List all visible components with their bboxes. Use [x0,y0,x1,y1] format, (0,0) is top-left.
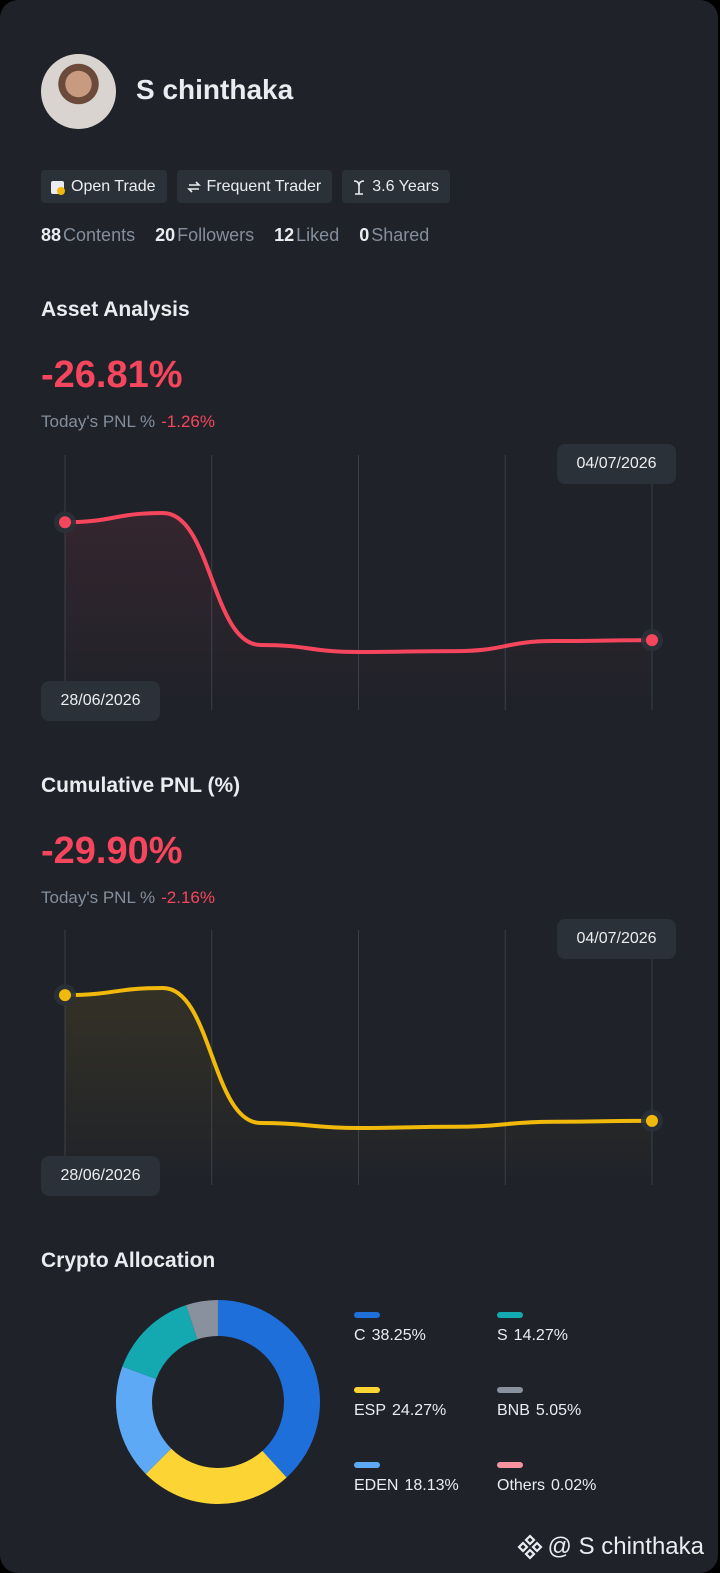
legend-value: 24.27% [392,1402,447,1419]
legend-item: S 14.27% [497,1327,568,1345]
label: Today's PNL % [41,888,156,907]
logo [516,1534,543,1560]
stat-label: Contents [63,225,136,245]
legend-name: S [497,1327,508,1344]
legend-name: C [354,1327,366,1344]
legend-item: EDEN 18.13% [354,1477,459,1495]
avatar[interactable] [41,54,116,129]
donut-slice [122,1305,198,1380]
point [59,989,71,1002]
donut-slice [145,1448,287,1504]
value: -2.16% [161,888,215,907]
legend-value: 5.05% [535,1402,582,1419]
legend-swatch [354,1387,380,1393]
icon [51,180,65,195]
stats-row: 88 Contents 20 Followers 12 Liked 0 Shared [41,225,429,246]
stat-value: 88 [41,225,62,245]
legend-swatch [354,1312,380,1318]
todays-pnl: Today's PNL % -2.16% [41,888,215,908]
headline-value: -26.81% [41,354,183,396]
legend-name: ESP [354,1402,387,1419]
date-tag: 04/07/2026 [557,919,676,959]
icon [186,180,201,193]
todays-pnl: Today's PNL % -1.26% [41,412,215,432]
date-tag: 04/07/2026 [557,444,676,484]
legend-value: 38.25% [371,1327,426,1344]
legend-value: 14.27% [513,1327,568,1344]
stat-value: 0 [359,225,370,245]
section-title: Asset Analysis [41,298,190,321]
date-tag: 28/06/2026 [41,681,160,721]
legend-swatch [497,1462,523,1468]
donut-slice [115,1366,172,1475]
point [646,1114,658,1127]
area [65,513,652,710]
stat-value: 12 [274,225,295,245]
stat-label: Liked [296,225,340,245]
stat[interactable]: 12 Liked [274,225,339,246]
legend-swatch [497,1312,523,1318]
stat[interactable]: 88 Contents [41,225,135,246]
tag-label: Open Trade [71,177,156,195]
headline-value: -29.90% [41,830,183,872]
point [646,634,658,647]
stat-value: 20 [155,225,176,245]
tag: 3.6 Years [342,170,450,203]
area [65,988,652,1185]
legend-item: ESP 24.27% [354,1402,446,1420]
stat-label: Followers [177,225,255,245]
tag: Frequent Trader [176,170,333,203]
donut-slice [186,1300,218,1340]
legend-value: 0.02% [551,1477,597,1494]
profile-name[interactable]: S chinthaka [136,74,294,105]
tag-label: 3.6 Years [372,177,439,195]
value: -1.26% [161,412,215,431]
legend-name: Others [497,1477,546,1494]
legend-swatch [354,1462,380,1468]
legend-swatch [497,1387,523,1393]
tag-label: Frequent Trader [206,177,322,195]
section-title: Cumulative PNL (%) [41,774,241,797]
label: Today's PNL % [41,412,156,431]
legend-value: 18.13% [404,1477,459,1494]
legend-name: BNB [497,1402,530,1419]
legend-item: BNB 5.05% [497,1402,581,1420]
legend-name: EDEN [354,1477,399,1494]
stat[interactable]: 0 Shared [359,225,429,246]
legend-item: C 38.25% [354,1327,426,1345]
icon [354,179,365,195]
stat-label: Shared [371,225,430,245]
donut-slice [218,1300,321,1478]
line [63,985,654,1131]
tag: Open Trade [41,170,167,203]
watermark: @ S chinthaka [516,1533,704,1561]
date-tag: 28/06/2026 [41,1156,160,1196]
stat[interactable]: 20 Followers [155,225,254,246]
line [63,510,654,655]
point [59,516,71,529]
section-title: Crypto Allocation [41,1249,216,1272]
tag-row: Open Trade Frequent Trader 3.6 Years [41,170,450,203]
legend-item: Others 0.02% [497,1477,596,1495]
watermark-text: @ S chinthaka [547,1533,704,1560]
